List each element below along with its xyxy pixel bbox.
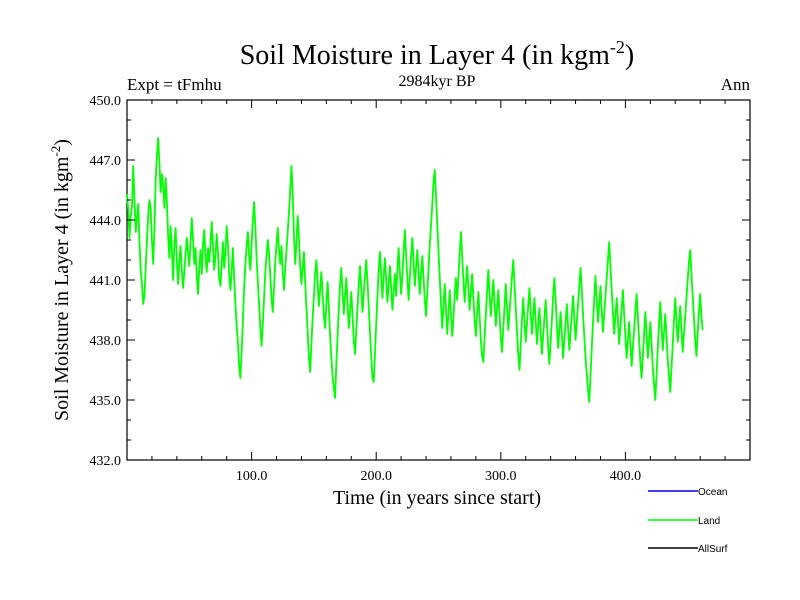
y-tick-label: 438.0	[90, 334, 122, 349]
legend-label: Land	[698, 516, 720, 527]
season-label: Ann	[721, 75, 751, 94]
y-tick-label: 432.0	[90, 454, 122, 469]
y-axis-label-close: )	[51, 139, 73, 146]
y-tick-label: 447.0	[90, 154, 122, 169]
x-tick-label: 200.0	[360, 469, 392, 484]
legend-item-ocean: Ocean	[648, 487, 727, 498]
legend: Ocean Land AllSurf	[648, 487, 728, 555]
x-tick-label: 100.0	[236, 469, 268, 484]
chart-title-close: )	[625, 40, 634, 71]
chart-title-main: Soil Moisture in Layer 4 (in kgm	[240, 40, 610, 71]
x-axis: 100.0 200.0 300.0 400.0	[152, 100, 725, 484]
y-axis-label-superscript: -2	[48, 146, 63, 157]
legend-label: Ocean	[698, 487, 727, 498]
y-tick-label: 441.0	[90, 274, 122, 289]
legend-label: AllSurf	[698, 544, 728, 555]
period-label: 2984kyr BP	[399, 73, 476, 90]
chart-title: Soil Moisture in Layer 4 (in kgm-2)	[240, 37, 635, 71]
chart: Soil Moisture in Layer 4 (in kgm-2) Expt…	[0, 0, 800, 600]
legend-item-allsurf: AllSurf	[648, 544, 728, 555]
series-line-land	[127, 138, 703, 402]
x-tick-label: 300.0	[485, 469, 517, 484]
x-axis-label: Time (in years since start)	[333, 487, 541, 509]
y-axis-label-main: Soil Moisture in Layer 4 (in kgm	[51, 156, 73, 421]
y-tick-label: 435.0	[90, 394, 122, 409]
y-tick-label: 450.0	[90, 94, 122, 109]
y-axis-label: Soil Moisture in Layer 4 (in kgm-2)	[48, 139, 73, 421]
experiment-label: Expt = tFmhu	[127, 75, 222, 94]
x-tick-label: 400.0	[610, 469, 642, 484]
y-tick-label: 444.0	[90, 214, 122, 229]
chart-title-superscript: -2	[610, 37, 625, 57]
legend-item-land: Land	[648, 516, 720, 527]
